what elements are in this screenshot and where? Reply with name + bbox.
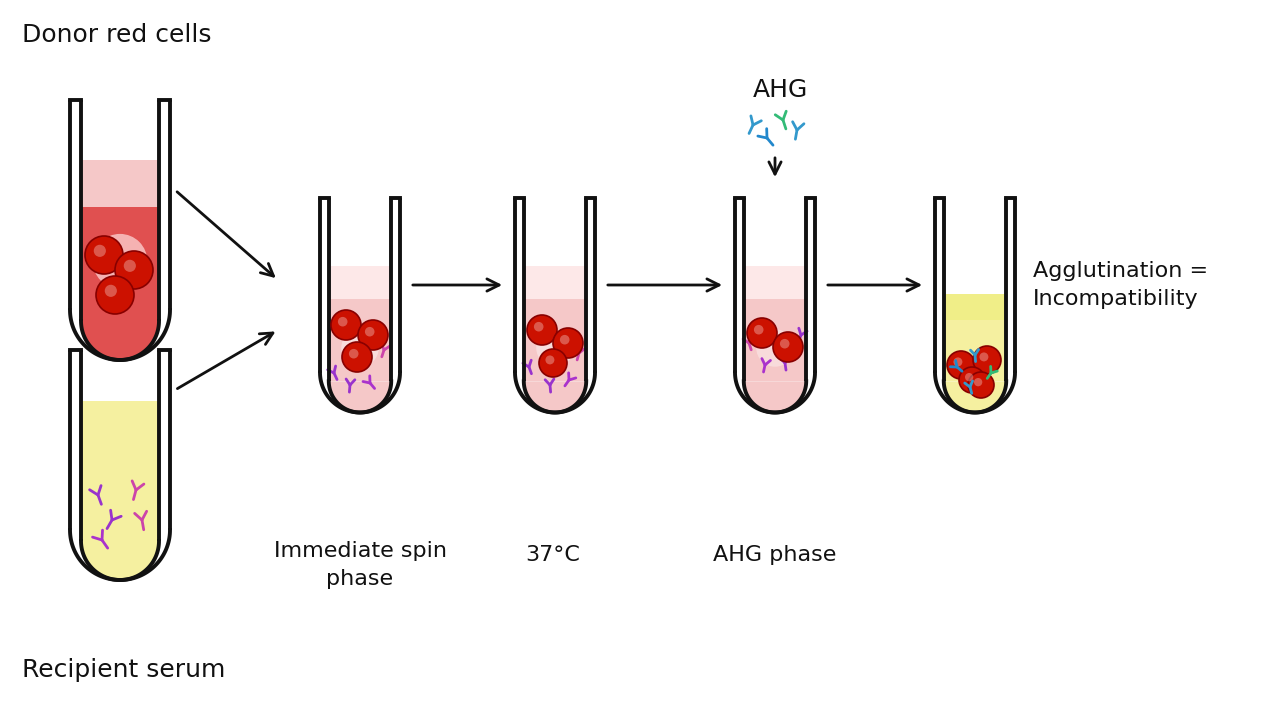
Wedge shape (81, 541, 159, 580)
Wedge shape (744, 382, 806, 413)
Wedge shape (329, 382, 392, 413)
Circle shape (947, 351, 975, 379)
FancyBboxPatch shape (81, 160, 159, 207)
Text: AHG phase: AHG phase (713, 545, 837, 565)
FancyBboxPatch shape (744, 266, 806, 299)
Circle shape (96, 276, 134, 314)
Circle shape (973, 346, 1001, 374)
FancyBboxPatch shape (329, 266, 392, 299)
Circle shape (536, 329, 573, 366)
Circle shape (115, 251, 154, 289)
FancyBboxPatch shape (943, 294, 1006, 382)
FancyBboxPatch shape (81, 400, 159, 541)
Circle shape (559, 335, 570, 344)
Circle shape (105, 284, 116, 297)
Circle shape (332, 310, 361, 340)
Text: Immediate spin
phase: Immediate spin phase (274, 541, 447, 589)
Circle shape (756, 329, 794, 366)
FancyBboxPatch shape (81, 160, 159, 321)
Circle shape (124, 260, 136, 272)
FancyBboxPatch shape (524, 266, 586, 382)
Circle shape (527, 315, 557, 345)
Circle shape (553, 328, 582, 358)
Text: AHG: AHG (753, 78, 808, 102)
Text: 37°C: 37°C (526, 545, 580, 565)
Circle shape (365, 327, 375, 336)
Circle shape (342, 329, 379, 366)
Text: Donor red cells: Donor red cells (22, 23, 211, 47)
Circle shape (338, 317, 347, 326)
Wedge shape (943, 382, 1006, 413)
Circle shape (358, 320, 388, 350)
Circle shape (979, 353, 988, 361)
Circle shape (954, 357, 963, 366)
Text: Recipient serum: Recipient serum (22, 658, 225, 682)
Circle shape (748, 318, 777, 348)
Circle shape (974, 378, 982, 387)
Text: Agglutination =
Incompatibility: Agglutination = Incompatibility (1033, 261, 1208, 309)
FancyBboxPatch shape (329, 266, 392, 382)
Circle shape (959, 367, 986, 393)
Wedge shape (524, 382, 586, 413)
Circle shape (539, 349, 567, 377)
Circle shape (342, 342, 372, 372)
Circle shape (349, 349, 358, 359)
Circle shape (780, 339, 790, 348)
FancyBboxPatch shape (744, 266, 806, 382)
Circle shape (965, 373, 973, 382)
FancyBboxPatch shape (943, 294, 1006, 320)
Circle shape (534, 322, 544, 331)
Circle shape (93, 245, 106, 257)
Circle shape (84, 236, 123, 274)
Wedge shape (81, 321, 159, 360)
Circle shape (773, 332, 803, 362)
Circle shape (968, 372, 995, 398)
FancyBboxPatch shape (524, 266, 586, 299)
Circle shape (92, 234, 147, 289)
Circle shape (545, 356, 554, 364)
Circle shape (754, 325, 763, 335)
